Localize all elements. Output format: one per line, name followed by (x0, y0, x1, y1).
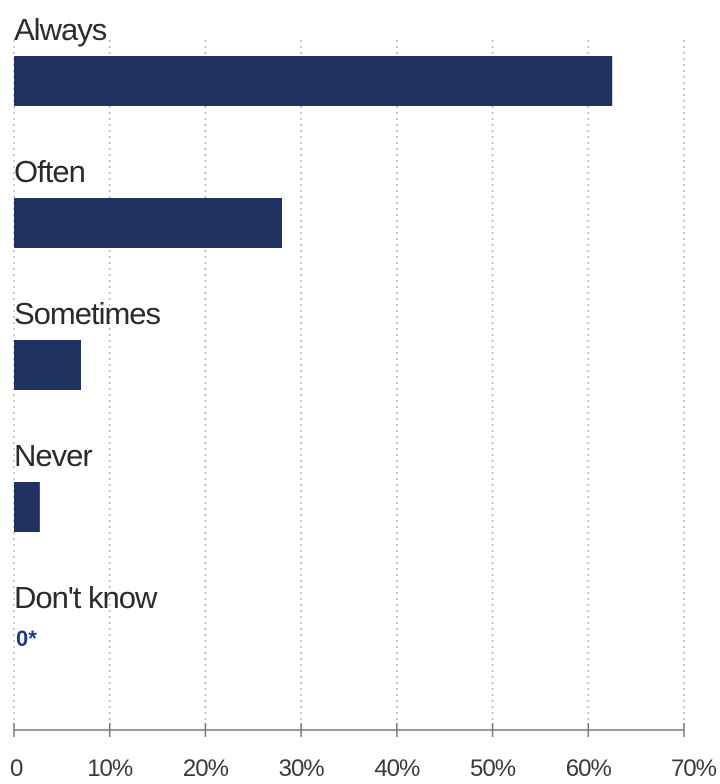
tick-label: 0 (10, 755, 23, 782)
x-tick-labels: 0 10% 20% 30% 40% 50% 60% 70% (10, 755, 718, 782)
bar (14, 340, 81, 390)
tick-label: 70% (671, 755, 717, 782)
category-labels: Always Often Sometimes Never Don't know (14, 12, 162, 615)
bars (14, 56, 613, 532)
category-label: Don't know (14, 580, 158, 615)
category-label: Always (14, 12, 107, 47)
tick-label: 60% (566, 755, 612, 782)
bar (14, 56, 613, 106)
tick-label: 30% (279, 755, 325, 782)
data-label: 0* (16, 626, 37, 651)
category-label: Often (14, 154, 85, 189)
tick-label: 10% (87, 755, 133, 782)
tick-label: 40% (374, 755, 420, 782)
x-axis (13, 723, 685, 737)
tick-label: 50% (470, 755, 516, 782)
gridlines (13, 40, 685, 730)
category-label: Never (14, 438, 92, 473)
bar (14, 198, 282, 248)
bar (14, 482, 40, 532)
value-labels: 0* (16, 626, 37, 651)
tick-label: 20% (183, 755, 229, 782)
category-label: Sometimes (14, 296, 161, 331)
